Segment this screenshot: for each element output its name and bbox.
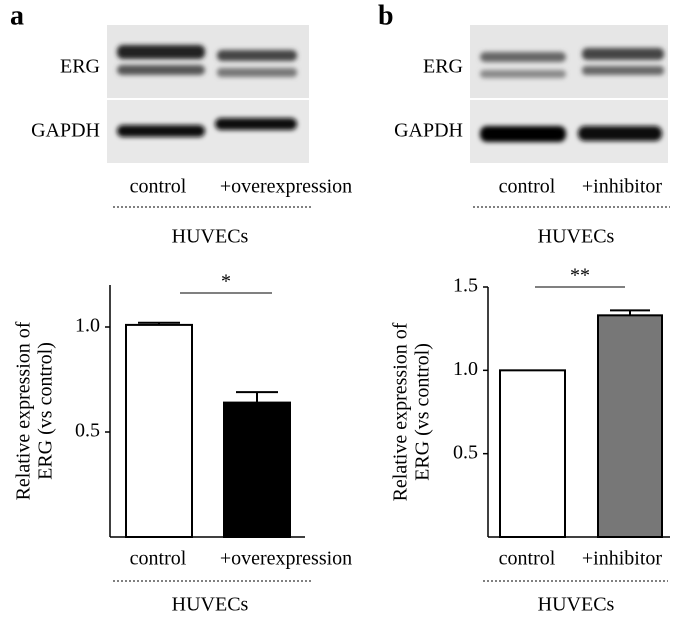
lane-label: control (130, 176, 187, 198)
lane-label: control (499, 176, 556, 198)
x-tick-label: +overexpression (220, 548, 352, 570)
y-axis-label: Relative expression of (390, 322, 412, 501)
group-label: HUVECs (538, 226, 615, 248)
panel-letter: a (10, 0, 24, 31)
panel-letter: b (378, 0, 394, 31)
y-axis-label: ERG (vs control) (412, 343, 434, 481)
blot-image (107, 25, 309, 163)
y-axis-label: ERG (vs control) (35, 342, 57, 480)
bar (223, 401, 291, 538)
group-label: HUVECs (172, 226, 249, 248)
x-tick-label: control (499, 548, 556, 570)
group-label: HUVECs (538, 594, 615, 616)
blot-row-label: GAPDH (394, 120, 463, 142)
y-tick-label: 1.5 (453, 275, 478, 297)
y-tick-label: 0.5 (453, 441, 478, 463)
y-tick-label: 1.0 (453, 358, 478, 380)
error-bar (236, 391, 278, 403)
blot-row-label: GAPDH (31, 120, 100, 142)
y-tick-label: 1.0 (75, 315, 100, 337)
bar (125, 323, 193, 538)
y-axis-label: Relative expression of (13, 321, 35, 500)
error-bar (610, 309, 650, 316)
bar (499, 369, 566, 539)
blot-row-label: ERG (60, 56, 100, 78)
significance-label: ** (570, 265, 590, 287)
blot-row-label: ERG (423, 56, 463, 78)
blot-image (470, 25, 668, 163)
group-label: HUVECs (172, 594, 249, 616)
lane-label: +inhibitor (582, 176, 663, 198)
lane-label: +overexpression (220, 176, 352, 198)
significance-label: * (221, 271, 231, 293)
y-tick-label: 0.5 (75, 420, 100, 442)
error-bar (138, 321, 180, 325)
x-tick-label: control (130, 548, 187, 570)
bar (597, 314, 663, 539)
x-tick-label: +inhibitor (582, 548, 663, 570)
